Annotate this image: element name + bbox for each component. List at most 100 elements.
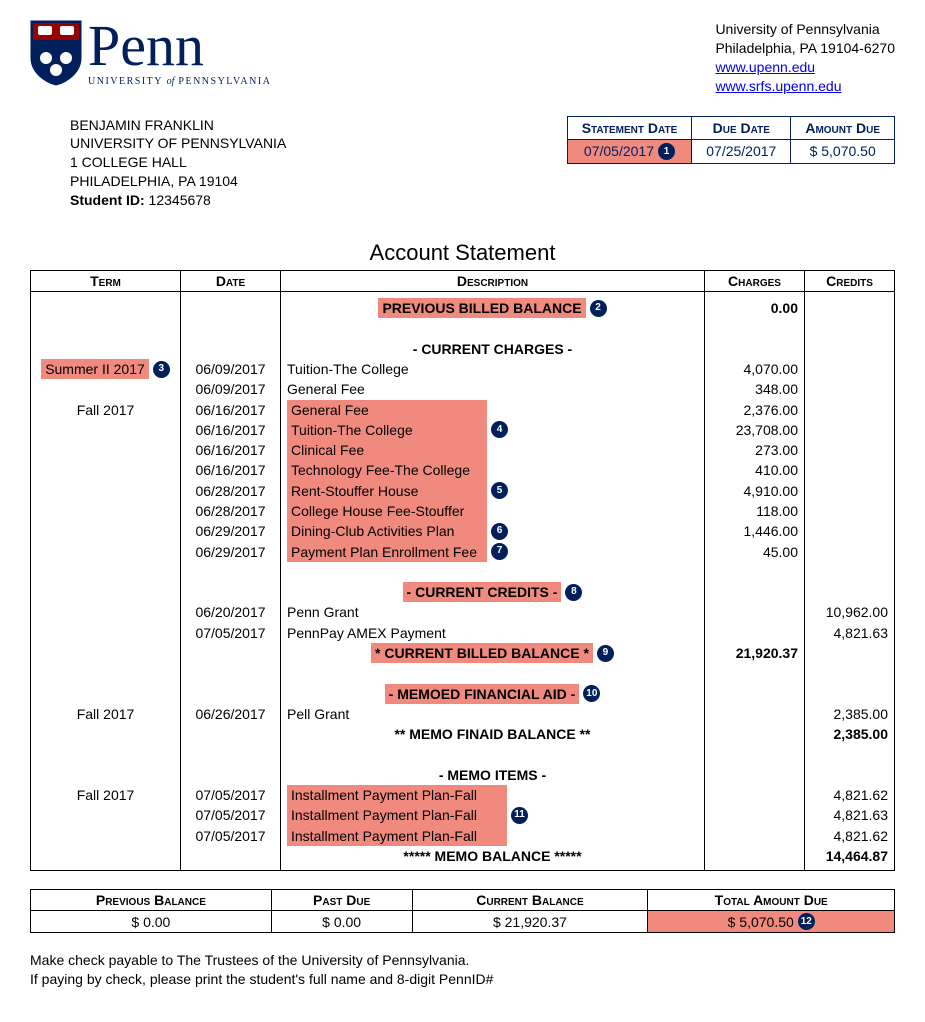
memo-balance: 14,464.87 <box>805 846 895 871</box>
row-desc: Tuition-The College <box>287 420 487 440</box>
table-row: 06/20/2017 Penn Grant 10,962.00 <box>31 602 895 622</box>
col-crd: Credits <box>805 271 895 292</box>
totals-total: $ 5,070.50 <box>728 914 794 930</box>
annotation-badge: 7 <box>491 543 508 560</box>
table-row: Fall 2017 06/26/2017 Pell Grant 2,385.00 <box>31 704 895 724</box>
link-upenn[interactable]: www.upenn.edu <box>715 59 815 75</box>
annotation-badge: 6 <box>491 523 508 540</box>
table-row: PREVIOUS BILLED BALANCE 2 0.00 <box>31 292 895 319</box>
table-row: 07/05/2017 Installment Payment Plan-Fall… <box>31 826 895 846</box>
totals-prev: $ 0.00 <box>31 911 272 933</box>
table-row: 06/28/2017 College House Fee-Stouffer 11… <box>31 501 895 521</box>
header: Penn UNIVERSITY of PENNSYLVANIA Universi… <box>30 20 895 96</box>
logo-subtitle: UNIVERSITY of PENNSYLVANIA <box>88 76 271 87</box>
link-srfs[interactable]: www.srfs.upenn.edu <box>715 78 841 94</box>
totals-h-total: Total Amount Due <box>648 890 895 911</box>
section-current-credits: - CURRENT CREDITS - <box>403 582 562 602</box>
row-desc: Installment Payment Plan-Fall <box>287 805 507 825</box>
summary-h-statement-date: Statement Date <box>567 116 692 139</box>
table-row: 06/16/2017 Tuition-The College4 23,708.0… <box>31 420 895 440</box>
row-desc: PennPay AMEX Payment <box>281 623 705 643</box>
org-address: University of Pennsylvania Philadelphia,… <box>715 20 895 96</box>
totals-h-prev: Previous Balance <box>31 890 272 911</box>
row-credit: 4,821.63 <box>805 623 895 643</box>
term-fall: Fall 2017 <box>31 400 181 420</box>
summary-table: Statement Date Due Date Amount Due 07/05… <box>567 116 895 164</box>
prev-balance-charge: 0.00 <box>705 292 805 319</box>
annotation-badge: 12 <box>798 913 815 930</box>
info-row: BENJAMIN FRANKLIN UNIVERSITY OF PENNSYLV… <box>30 116 895 210</box>
totals-table: Previous Balance Past Due Current Balanc… <box>30 889 895 933</box>
table-row: - CURRENT CHARGES - <box>31 339 895 359</box>
row-date: 06/26/2017 <box>181 704 281 724</box>
row-charge: 410.00 <box>705 460 805 480</box>
row-desc: Dining-Club Activities Plan <box>287 521 487 541</box>
row-date: 06/16/2017 <box>181 400 281 420</box>
row-charge: 45.00 <box>705 542 805 562</box>
org-name: University of Pennsylvania <box>715 20 895 39</box>
totals-current: $ 21,920.37 <box>412 911 648 933</box>
row-charge: 118.00 <box>705 501 805 521</box>
row-credit: 10,962.00 <box>805 602 895 622</box>
table-row <box>31 745 895 765</box>
table-row: - CURRENT CREDITS - 8 <box>31 582 895 602</box>
billed-balance-charge: 21,920.37 <box>705 643 805 663</box>
logo-wordmark: Penn <box>88 20 271 72</box>
table-row: Fall 2017 07/05/2017 Installment Payment… <box>31 785 895 805</box>
table-row <box>31 663 895 683</box>
row-date: 06/28/2017 <box>181 481 281 501</box>
statement-table: Term Date Description Charges Credits PR… <box>30 270 895 871</box>
row-date: 06/16/2017 <box>181 440 281 460</box>
page-title: Account Statement <box>30 240 895 266</box>
table-row: Fall 2017 06/16/2017 General Fee 2,376.0… <box>31 400 895 420</box>
section-current-billed: * CURRENT BILLED BALANCE * <box>371 643 593 663</box>
row-charge: 348.00 <box>705 379 805 399</box>
memo-balance-label: ***** MEMO BALANCE ***** <box>281 846 705 871</box>
term-fall: Fall 2017 <box>31 785 181 805</box>
annotation-badge: 4 <box>491 421 508 438</box>
table-row: 06/28/2017 Rent-Stouffer House5 4,910.00 <box>31 481 895 501</box>
row-desc: Rent-Stouffer House <box>287 481 487 501</box>
annotation-badge: 1 <box>658 143 675 160</box>
annotation-badge: 8 <box>565 584 582 601</box>
shield-icon <box>30 20 82 86</box>
memo-finaid-balance: 2,385.00 <box>805 724 895 744</box>
row-date: 06/09/2017 <box>181 359 281 379</box>
row-desc: General Fee <box>281 379 705 399</box>
col-term: Term <box>31 271 181 292</box>
row-charge: 1,446.00 <box>705 521 805 541</box>
row-charge: 23,708.00 <box>705 420 805 440</box>
summary-h-amount-due: Amount Due <box>791 116 895 139</box>
footer-line1: Make check payable to The Trustees of th… <box>30 951 895 970</box>
table-row: 06/29/2017 Dining-Club Activities Plan6 … <box>31 521 895 541</box>
annotation-badge: 2 <box>590 300 607 317</box>
annotation-badge: 11 <box>511 807 528 824</box>
row-date: 06/20/2017 <box>181 602 281 622</box>
table-row: ***** MEMO BALANCE ***** 14,464.87 <box>31 846 895 871</box>
row-desc: Installment Payment Plan-Fall <box>287 826 507 846</box>
row-desc: Penn Grant <box>281 602 705 622</box>
row-desc: Tuition-The College <box>281 359 705 379</box>
row-credit: 4,821.62 <box>805 785 895 805</box>
penn-logo: Penn UNIVERSITY of PENNSYLVANIA <box>30 20 271 87</box>
term-fall: Fall 2017 <box>31 704 181 724</box>
row-desc: Clinical Fee <box>287 440 487 460</box>
table-row: - MEMO ITEMS - <box>31 765 895 785</box>
table-row: - MEMOED FINANCIAL AID - 10 <box>31 684 895 704</box>
row-charge: 4,910.00 <box>705 481 805 501</box>
annotation-badge: 10 <box>583 685 600 702</box>
annotation-badge: 5 <box>491 482 508 499</box>
student-name: BENJAMIN FRANKLIN <box>70 116 286 135</box>
row-date: 06/16/2017 <box>181 460 281 480</box>
col-chg: Charges <box>705 271 805 292</box>
student-block: BENJAMIN FRANKLIN UNIVERSITY OF PENNSYLV… <box>70 116 286 210</box>
summary-due-date: 07/25/2017 <box>692 139 791 163</box>
row-credit: 2,385.00 <box>805 704 895 724</box>
section-memo-finaid: - MEMOED FINANCIAL AID - <box>385 684 580 704</box>
row-charge: 2,376.00 <box>705 400 805 420</box>
table-row: ** MEMO FINAID BALANCE ** 2,385.00 <box>31 724 895 744</box>
section-current-charges: - CURRENT CHARGES - <box>281 339 705 359</box>
row-date: 07/05/2017 <box>181 623 281 643</box>
annotation-badge: 9 <box>597 645 614 662</box>
org-city: Philadelphia, PA 19104-6270 <box>715 39 895 58</box>
